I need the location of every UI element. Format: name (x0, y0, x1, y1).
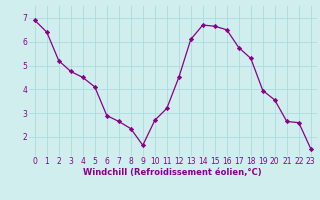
X-axis label: Windchill (Refroidissement éolien,°C): Windchill (Refroidissement éolien,°C) (84, 168, 262, 177)
